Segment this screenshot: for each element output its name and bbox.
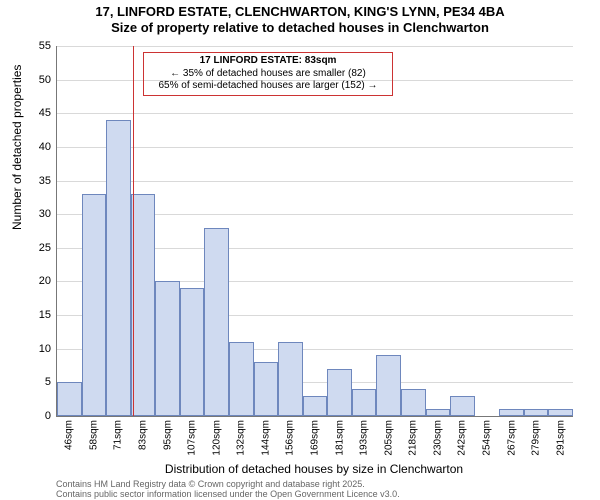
x-tick-label: 83sqm [138, 420, 149, 450]
histogram-bar [278, 342, 303, 416]
y-tick-label: 40 [21, 141, 51, 153]
histogram-bar [57, 382, 82, 416]
y-tick-label: 50 [21, 74, 51, 86]
x-tick-label: 254sqm [482, 420, 493, 456]
x-tick-label: 71sqm [113, 420, 124, 450]
x-axis-label: Distribution of detached houses by size … [56, 462, 572, 476]
x-tick-label: 193sqm [359, 420, 370, 456]
histogram-bar [131, 194, 156, 416]
title-line-2: Size of property relative to detached ho… [0, 20, 600, 36]
gridline [57, 147, 573, 148]
histogram-bar [204, 228, 229, 416]
x-tick-label: 205sqm [383, 420, 394, 456]
gridline [57, 113, 573, 114]
histogram-bar [254, 362, 279, 416]
histogram-bar [524, 409, 549, 416]
x-tick-label: 181sqm [334, 420, 345, 456]
y-tick-label: 35 [21, 175, 51, 187]
histogram-bar [106, 120, 131, 416]
x-tick-label: 291sqm [555, 420, 566, 456]
histogram-bar [499, 409, 524, 416]
y-tick-label: 10 [21, 343, 51, 355]
y-tick-label: 5 [21, 376, 51, 388]
y-tick-label: 0 [21, 410, 51, 422]
x-tick-label: 242sqm [457, 420, 468, 456]
x-tick-label: 132sqm [236, 420, 247, 456]
histogram-bar [548, 409, 573, 416]
histogram-bar [82, 194, 107, 416]
histogram-bar [229, 342, 254, 416]
annotation-line: 65% of semi-detached houses are larger (… [148, 80, 388, 93]
chart-title-block: 17, LINFORD ESTATE, CLENCHWARTON, KING'S… [0, 0, 600, 37]
title-line-1: 17, LINFORD ESTATE, CLENCHWARTON, KING'S… [0, 4, 600, 20]
footer-attribution: Contains HM Land Registry data © Crown c… [56, 480, 400, 500]
annotation-line: 17 LINFORD ESTATE: 83sqm [148, 55, 388, 68]
x-tick-label: 58sqm [88, 420, 99, 450]
y-tick-label: 20 [21, 275, 51, 287]
histogram-bar [155, 281, 180, 416]
y-tick-label: 15 [21, 309, 51, 321]
x-tick-label: 95sqm [162, 420, 173, 450]
histogram-bar [180, 288, 205, 416]
property-marker-line [133, 46, 134, 416]
footer-line-2: Contains public sector information licen… [56, 490, 400, 500]
histogram-bar [303, 396, 328, 416]
plot-region: 051015202530354045505546sqm58sqm71sqm83s… [56, 46, 573, 417]
gridline [57, 46, 573, 47]
chart-area: 051015202530354045505546sqm58sqm71sqm83s… [56, 46, 572, 416]
annotation-line: ← 35% of detached houses are smaller (82… [148, 68, 388, 81]
x-tick-label: 218sqm [408, 420, 419, 456]
x-tick-label: 156sqm [285, 420, 296, 456]
x-tick-label: 169sqm [310, 420, 321, 456]
y-tick-label: 55 [21, 40, 51, 52]
histogram-bar [450, 396, 475, 416]
histogram-bar [327, 369, 352, 416]
x-tick-label: 230sqm [432, 420, 443, 456]
y-tick-label: 25 [21, 242, 51, 254]
histogram-bar [401, 389, 426, 416]
y-tick-label: 30 [21, 208, 51, 220]
x-tick-label: 144sqm [260, 420, 271, 456]
x-tick-label: 279sqm [531, 420, 542, 456]
x-tick-label: 46sqm [64, 420, 75, 450]
x-tick-label: 107sqm [187, 420, 198, 456]
histogram-bar [376, 355, 401, 416]
annotation-box: 17 LINFORD ESTATE: 83sqm← 35% of detache… [143, 52, 393, 96]
histogram-bar [352, 389, 377, 416]
histogram-bar [426, 409, 451, 416]
gridline [57, 181, 573, 182]
x-tick-label: 120sqm [211, 420, 222, 456]
y-tick-label: 45 [21, 107, 51, 119]
x-tick-label: 267sqm [506, 420, 517, 456]
